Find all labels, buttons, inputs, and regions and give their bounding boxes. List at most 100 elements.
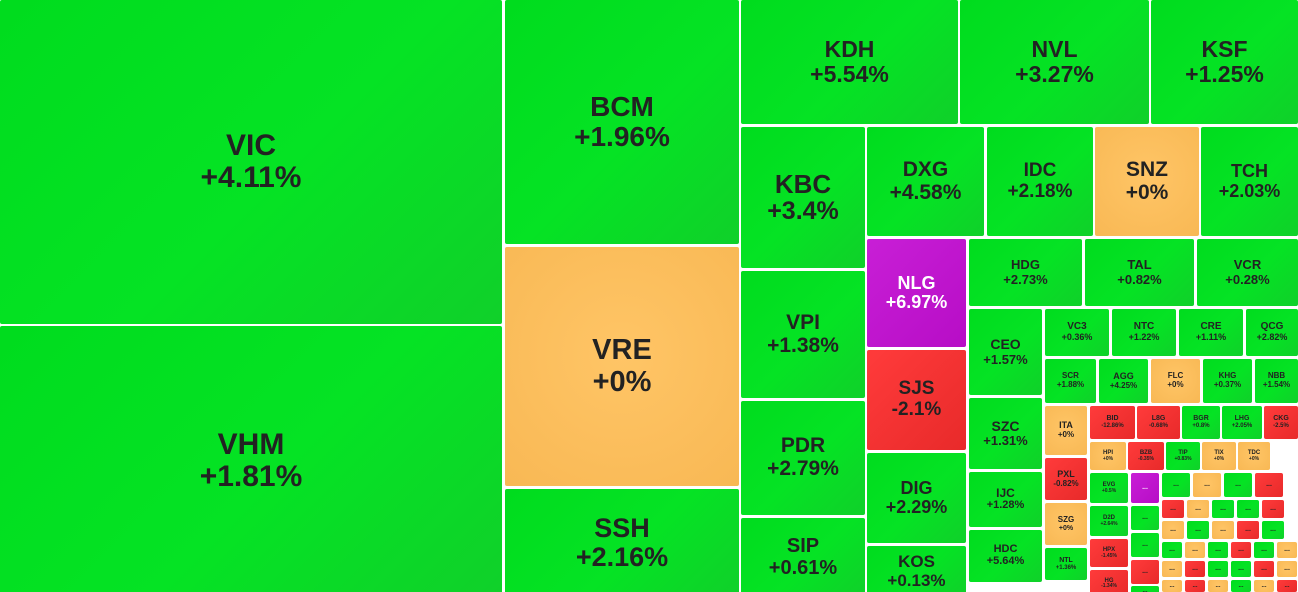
stock-tile-hdg[interactable]: HDG +2.73% [969, 239, 1082, 306]
stock-tile-vpi[interactable]: VPI +1.38% [741, 271, 865, 398]
stock-tile-ita[interactable]: ITA +0% [1045, 406, 1087, 455]
stock-change: +0% [1248, 455, 1260, 462]
stock-tile-bzb[interactable]: BZB -0.35% [1128, 442, 1164, 470]
stock-tile-l8g[interactable]: L8G -0.68% [1137, 406, 1180, 439]
stock-tile-overflow[interactable]: ... [1212, 521, 1234, 539]
stock-tile-overflow[interactable]: ... [1162, 542, 1182, 558]
stock-tile-overflow[interactable]: ... [1185, 580, 1205, 592]
stock-tile-vic[interactable]: VIC +4.11% [0, 0, 502, 324]
stock-tile-tix[interactable]: TIX +0% [1202, 442, 1236, 470]
stock-tile-hpi[interactable]: HPI +0% [1090, 442, 1126, 470]
stock-change: +4.58% [889, 180, 962, 204]
stock-tile-overflow[interactable]: ... [1231, 561, 1251, 577]
stock-tile-ceo[interactable]: CEO +1.57% [969, 309, 1042, 395]
stock-tile-tip[interactable]: TIP +0.83% [1166, 442, 1200, 470]
stock-symbol: ... [1142, 588, 1148, 592]
stock-change: +2.73% [1003, 271, 1048, 287]
stock-tile-overflow[interactable]: ... [1185, 542, 1205, 558]
stock-tile-overflow[interactable]: ... [1277, 542, 1297, 558]
stock-tile-overflow[interactable]: ... [1185, 561, 1205, 577]
stock-tile-ckg[interactable]: CKG -2.5% [1264, 406, 1298, 439]
stock-tile-overflow[interactable]: ... [1262, 500, 1284, 518]
stock-tile-qcg[interactable]: QCG +2.82% [1246, 309, 1298, 356]
stock-symbol: DIG [900, 477, 933, 498]
stock-tile-overflow[interactable]: ... [1187, 500, 1209, 518]
stock-tile-overflow[interactable]: ... [1162, 561, 1182, 577]
stock-tile-overflow[interactable]: ... [1231, 580, 1251, 592]
stock-tile-ssh[interactable]: SSH +2.16% [505, 489, 739, 592]
stock-tile-vcr[interactable]: VCR +0.28% [1197, 239, 1298, 306]
stock-tile-pdr[interactable]: PDR +2.79% [741, 401, 865, 515]
stock-tile-vhm[interactable]: VHM +1.81% [0, 326, 502, 592]
stock-tile-pxl[interactable]: PXL -0.82% [1045, 458, 1087, 500]
stock-tile-overflow[interactable]: ... [1208, 542, 1228, 558]
stock-tile-overflow[interactable]: ... [1237, 500, 1259, 518]
stock-tile-overflow[interactable]: ... [1131, 560, 1159, 584]
stock-tile-overflow[interactable]: ... [1131, 473, 1159, 503]
stock-tile-overflow[interactable]: ... [1208, 580, 1228, 592]
stock-tile-szg[interactable]: SZG +0% [1045, 503, 1087, 545]
stock-tile-overflow[interactable]: ... [1193, 473, 1221, 497]
stock-tile-vre[interactable]: VRE +0% [505, 247, 739, 486]
stock-tile-szc[interactable]: SZC +1.31% [969, 398, 1042, 469]
stock-tile-bgr[interactable]: BGR +0.8% [1182, 406, 1220, 439]
stock-tile-overflow[interactable]: ... [1162, 580, 1182, 592]
stock-tile-overflow[interactable]: ... [1254, 542, 1274, 558]
stock-tile-cre[interactable]: CRE +1.11% [1179, 309, 1243, 356]
stock-tile-overflow[interactable]: ... [1162, 521, 1184, 539]
stock-tile-dig[interactable]: DIG +2.29% [867, 453, 966, 543]
stock-tile-overflow[interactable]: ... [1231, 542, 1251, 558]
stock-tile-kbc[interactable]: KBC +3.4% [741, 127, 865, 268]
stock-tile-overflow[interactable]: ... [1212, 500, 1234, 518]
stock-tile-bcm[interactable]: BCM +1.96% [505, 0, 739, 244]
stock-tile-sip[interactable]: SIP +0.61% [741, 518, 865, 592]
stock-tile-tal[interactable]: TAL +0.82% [1085, 239, 1194, 306]
stock-tile-hpx[interactable]: HPX -1.45% [1090, 539, 1128, 567]
stock-tile-evg[interactable]: EVG +0.5% [1090, 473, 1128, 503]
stock-tile-nlg[interactable]: NLG +6.97% [867, 239, 966, 347]
stock-tile-bid[interactable]: BID -12.86% [1090, 406, 1135, 439]
stock-tile-dxg[interactable]: DXG +4.58% [867, 127, 984, 236]
stock-tile-overflow[interactable]: ... [1237, 521, 1259, 539]
stock-tile-overflow[interactable]: ... [1187, 521, 1209, 539]
stock-symbol: ... [1284, 565, 1290, 573]
stock-symbol: KBC [774, 168, 832, 199]
stock-tile-ntc[interactable]: NTC +1.22% [1112, 309, 1176, 356]
stock-tile-overflow[interactable]: ... [1254, 561, 1274, 577]
stock-symbol: KHG [1218, 371, 1237, 381]
stock-tile-scr[interactable]: SCR +1.88% [1045, 359, 1096, 403]
stock-tile-kdh[interactable]: KDH +5.54% [741, 0, 958, 124]
stock-tile-overflow[interactable]: ... [1162, 500, 1184, 518]
stock-tile-overflow[interactable]: ... [1262, 521, 1284, 539]
stock-tile-hg[interactable]: HG -1.34% [1090, 570, 1128, 592]
stock-tile-overflow[interactable]: ... [1162, 473, 1190, 497]
stock-tile-idc[interactable]: IDC +2.18% [987, 127, 1093, 236]
stock-tile-d2d[interactable]: D2D +2.64% [1090, 506, 1128, 536]
stock-tile-overflow[interactable]: ... [1224, 473, 1252, 497]
stock-tile-flc[interactable]: FLC +0% [1151, 359, 1200, 403]
stock-tile-kos[interactable]: KOS +0.13% [867, 546, 966, 592]
stock-tile-overflow[interactable]: ... [1255, 473, 1283, 497]
stock-tile-agg[interactable]: AGG +4.25% [1099, 359, 1148, 403]
stock-tile-overflow[interactable]: ... [1277, 561, 1297, 577]
stock-tile-nbb[interactable]: NBB +1.54% [1255, 359, 1298, 403]
stock-tile-overflow[interactable]: ... [1254, 580, 1274, 592]
stock-tile-ntl[interactable]: NTL +1.36% [1045, 548, 1087, 580]
stock-tile-sjs[interactable]: SJS -2.1% [867, 350, 966, 450]
stock-tile-khg[interactable]: KHG +0.37% [1203, 359, 1252, 403]
stock-tile-tdc[interactable]: TDC +0% [1238, 442, 1270, 470]
stock-tile-ksf[interactable]: KSF +1.25% [1151, 0, 1298, 124]
stock-tile-hdc[interactable]: HDC +5.64% [969, 530, 1042, 582]
stock-tile-tch[interactable]: TCH +2.03% [1201, 127, 1298, 236]
stock-tile-overflow[interactable]: ... [1131, 533, 1159, 557]
stock-tile-overflow[interactable]: ... [1277, 580, 1297, 592]
stock-tile-overflow[interactable]: ... [1208, 561, 1228, 577]
stock-tile-ijc[interactable]: IJC +1.28% [969, 472, 1042, 527]
stock-tile-overflow[interactable]: ... [1131, 586, 1159, 592]
stock-tile-lhg[interactable]: LHG +2.05% [1222, 406, 1262, 439]
stock-tile-snz[interactable]: SNZ +0% [1095, 127, 1199, 236]
stock-tile-nvl[interactable]: NVL +3.27% [960, 0, 1149, 124]
stock-change: +3.4% [767, 197, 839, 226]
stock-tile-overflow[interactable]: ... [1131, 506, 1159, 530]
stock-tile-vc3[interactable]: VC3 +0.36% [1045, 309, 1109, 356]
